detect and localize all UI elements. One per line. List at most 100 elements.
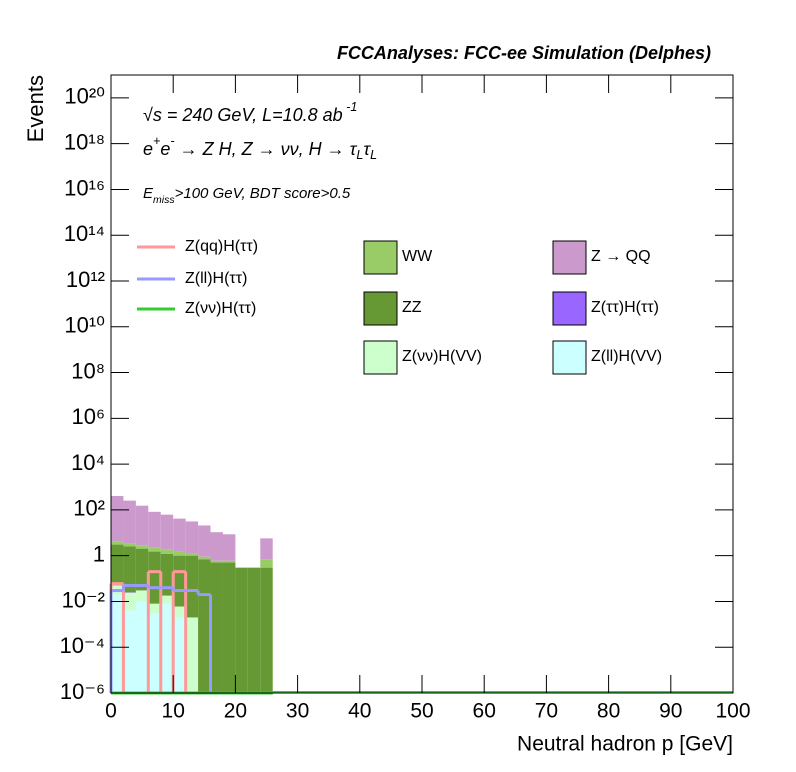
- bar-segment: [260, 559, 273, 568]
- legend-label: Z(νν)H(VV): [402, 348, 482, 365]
- legend-swatch: [363, 291, 398, 326]
- bar-segment: [135, 505, 149, 546]
- annotation-part: +: [153, 134, 160, 148]
- bar-segment: [123, 500, 136, 544]
- bar-segment: [160, 603, 174, 693]
- legend-label: Z(ττ)H(ττ): [591, 299, 659, 316]
- annotation-part: miss: [153, 194, 175, 206]
- x-tick-label: 90: [659, 700, 682, 723]
- annotation: √s = 240 GeV, L=10.8 ab -1​: [143, 100, 357, 124]
- bar-segment: [111, 544, 124, 586]
- x-tick-label: 100: [715, 700, 750, 723]
- legend-label: WW: [402, 248, 433, 265]
- x-tick-label: 10: [162, 700, 185, 723]
- bar-segment: [185, 553, 199, 556]
- legend-label: Z(qq)H(ττ): [185, 238, 258, 255]
- y-tick-label: 10¹⁴: [64, 221, 105, 246]
- annotation-part: τ: [363, 139, 371, 159]
- x-tick-label: 30: [286, 700, 309, 723]
- annotation-part: E: [143, 185, 154, 202]
- bar-segment: [135, 590, 149, 602]
- bar-segment: [160, 595, 174, 604]
- y-tick-label: 10²⁰: [64, 84, 105, 109]
- bar-segment: [198, 525, 211, 557]
- bar-segment: [148, 547, 161, 552]
- y-tick-label: 1: [93, 541, 105, 566]
- legend-swatch: [363, 240, 398, 275]
- bar-segment: [222, 534, 236, 561]
- y-tick-label: 10⁶: [71, 404, 105, 429]
- y-tick-label: 10¹²: [66, 267, 105, 292]
- annotation-part: >100 GeV, BDT score>0.5: [175, 185, 351, 202]
- bar-segment: [210, 560, 223, 563]
- legend-swatch: [363, 340, 398, 375]
- y-tick-label: 10¹⁸: [64, 129, 105, 154]
- x-axis-label: Neutral hadron p [GeV]: [517, 733, 733, 756]
- bar-segment: [185, 617, 199, 693]
- annotation-part: L: [356, 148, 363, 162]
- annotation: Emiss​>100 GeV, BDT score>0.5: [143, 185, 351, 206]
- bar-segment: [148, 551, 161, 604]
- bar-segment: [123, 610, 136, 693]
- annotation: e+​e-​ → Z H, Z → νν, H → τL​τL​: [143, 134, 377, 162]
- legend-swatch: [552, 240, 587, 275]
- bar-segment: [135, 601, 149, 693]
- x-tick-label: 0: [105, 700, 117, 723]
- bar-segment: [148, 613, 161, 693]
- y-tick-label: 10⁴: [71, 450, 105, 475]
- legend-label: Z → QQ: [591, 248, 651, 265]
- bar-segment: [247, 567, 261, 693]
- annotation-part: e: [160, 139, 170, 159]
- x-tick-label: 50: [410, 700, 433, 723]
- chart-title: FCCAnalyses: FCC-ee Simulation (Delphes): [337, 43, 711, 63]
- bar-segment: [160, 553, 174, 596]
- x-tick-label: 40: [348, 700, 371, 723]
- x-tick-label: 80: [597, 700, 620, 723]
- bar-segment: [111, 541, 124, 545]
- annotation-part: L: [370, 148, 377, 162]
- bar-segment: [210, 532, 223, 561]
- bar-segment: [198, 559, 211, 693]
- annotation-part: → Z H, Z → νν, H → τ: [175, 139, 358, 159]
- legend-label: Z(νν)H(ττ): [185, 300, 256, 317]
- legend-swatch: [552, 291, 587, 326]
- legend-swatch: [552, 340, 587, 375]
- bar-segment: [148, 511, 161, 548]
- y-tick-label: 10⁻⁴: [59, 633, 105, 658]
- bar-segment: [235, 567, 248, 693]
- x-tick-label: 20: [224, 700, 247, 723]
- bar-segment: [173, 551, 186, 556]
- annotation-part: -1: [343, 100, 358, 114]
- bar-segment: [210, 562, 223, 693]
- bar-segment: [123, 592, 136, 611]
- bar-segment: [173, 518, 186, 552]
- y-tick-label: 10⁻⁶: [60, 679, 105, 704]
- annotation-part: √s = 240 GeV, L=10.8 ab: [143, 105, 343, 125]
- bar-segment: [148, 603, 161, 614]
- annotation-part: e: [143, 139, 153, 159]
- y-tick-label: 10⁻²: [62, 587, 105, 612]
- legend-label: Z(ll)H(VV): [591, 348, 662, 365]
- bar-segment: [173, 555, 186, 607]
- x-tick-label: 70: [535, 700, 558, 723]
- annotation-part: -: [170, 134, 174, 148]
- y-tick-label: 10²: [73, 496, 105, 521]
- bar-segment: [160, 514, 174, 550]
- bar-segment: [185, 555, 199, 618]
- x-tick-label: 60: [473, 700, 496, 723]
- bar-segment: [173, 617, 186, 693]
- bar-segment: [222, 562, 236, 693]
- bar-segment: [260, 567, 273, 693]
- bar-segment: [160, 549, 174, 554]
- bar-segment: [198, 556, 211, 560]
- legend-label: Z(ll)H(ττ): [185, 270, 247, 287]
- bar-segment: [173, 606, 186, 618]
- bar-segment: [185, 521, 199, 554]
- bar-segment: [222, 560, 236, 563]
- bar-segment: [135, 545, 149, 549]
- bar-segment: [123, 546, 136, 593]
- bar-segment: [111, 594, 124, 693]
- legend-label: ZZ: [402, 299, 422, 316]
- bar-segment: [123, 543, 136, 547]
